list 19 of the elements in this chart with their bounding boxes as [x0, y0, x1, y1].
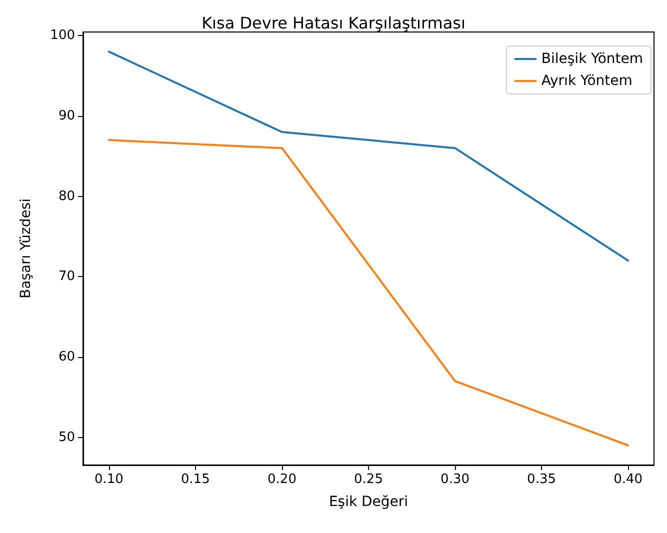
x-tick-label: 0.10: [94, 472, 124, 487]
y-tick-label: 100: [50, 28, 75, 44]
y-tick-label: 60: [58, 349, 75, 364]
x-tick-label: 0.35: [527, 472, 556, 487]
legend-label: Ayrık Yöntem: [541, 73, 632, 89]
y-tick-label: 90: [58, 108, 75, 124]
x-tick-label: 0.20: [268, 472, 296, 487]
legend-label: Bileşik Yöntem: [541, 51, 643, 67]
x-tick-label: 0.25: [354, 472, 383, 487]
line-series: [108, 139, 630, 446]
x-axis-title: Eşik Değeri: [328, 494, 408, 510]
chart-title: Kısa Devre Hatası Karşılaştırması: [202, 14, 466, 32]
y-tick-label: 80: [58, 188, 75, 204]
x-tick-label: 0.40: [614, 472, 643, 487]
y-axis-title: Başarı Yüzdesi: [18, 198, 34, 299]
y-tick-label: 70: [58, 269, 75, 284]
y-tick-label: 50: [58, 430, 75, 445]
x-tick-label: 0.15: [180, 472, 210, 487]
x-tick-label: 0.30: [440, 472, 470, 487]
